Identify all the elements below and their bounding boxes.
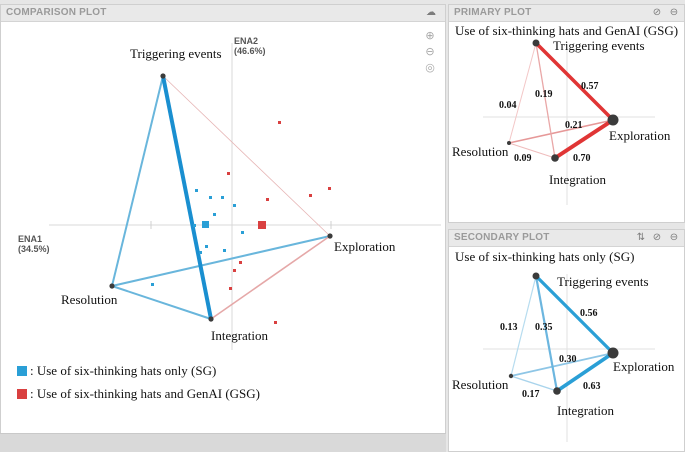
primary-edge-triggering-integration <box>535 42 556 159</box>
sg-centroid <box>202 221 209 228</box>
edge-gsg-triggering-exploration <box>162 75 331 237</box>
primary-weight-res-integ: 0.09 <box>514 153 532 164</box>
edge-sg-triggering-resolution <box>111 75 164 287</box>
secondary-network: Use of six-thinking hats only (SG) Trigg… <box>452 249 675 442</box>
legend-item-gsg: : Use of six-thinking hats and GenAI (GS… <box>17 386 260 402</box>
node-integration[interactable] <box>208 316 214 322</box>
minimize-icon[interactable]: ⊖ <box>669 7 679 18</box>
primary-plot-header: PRIMARY PLOT ⊘ ⊖ <box>449 5 684 22</box>
secondary-edge-integration-exploration <box>555 351 615 393</box>
primary-plot-panel: PRIMARY PLOT ⊘ ⊖ Use of six-thinking hat… <box>448 4 685 223</box>
primary-label-exploration: Exploration <box>609 128 671 143</box>
secondary-label-integration: Integration <box>557 403 615 418</box>
secondary-edge-triggering-resolution <box>510 275 537 377</box>
axis-y-name: ENA2 <box>234 36 258 46</box>
comparison-plot-title: COMPARISON PLOT <box>6 7 107 18</box>
secondary-label-exploration: Exploration <box>613 359 675 374</box>
axis-y-pct: (46.6%) <box>234 46 266 56</box>
secondary-label-triggering: Triggering events <box>557 274 649 289</box>
edge-sg-resolution-exploration <box>111 235 331 287</box>
primary-label-triggering: Triggering events <box>553 38 645 53</box>
primary-plot-title: PRIMARY PLOT <box>454 7 532 18</box>
node-exploration[interactable] <box>327 233 333 239</box>
secondary-node-integration[interactable] <box>553 387 561 395</box>
legend-item-sg: : Use of six-thinking hats only (SG) <box>17 363 216 379</box>
secondary-edge-resolution-exploration <box>510 352 614 377</box>
primary-weight-trig-expl: 0.57 <box>581 81 599 92</box>
primary-edge-triggering-resolution <box>508 42 537 144</box>
primary-weight-res-expl: 0.21 <box>565 120 583 131</box>
secondary-weight-integ-expl: 0.63 <box>583 381 601 392</box>
primary-group-label: Use of six-thinking hats and GenAI (GSG) <box>455 23 678 38</box>
primary-edge-triggering-exploration <box>534 41 615 122</box>
legend-label-gsg: : Use of six-thinking hats and GenAI (GS… <box>30 386 260 401</box>
legend-swatch-gsg <box>17 389 27 399</box>
comparison-plot-panel: COMPARISON PLOT ☁ ⊕ ⊖ ◎ <box>0 4 446 434</box>
primary-weight-integ-expl: 0.70 <box>573 153 591 164</box>
edge-sg-resolution-integration <box>111 285 212 320</box>
primary-node-triggering[interactable] <box>532 39 540 47</box>
primary-edge-resolution-exploration <box>508 119 614 144</box>
primary-label-resolution: Resolution <box>452 144 509 159</box>
secondary-label-resolution: Resolution <box>452 377 509 392</box>
secondary-weight-res-integ: 0.17 <box>522 389 540 400</box>
legend-swatch-sg <box>17 366 27 376</box>
x-axis-ticks <box>150 221 332 229</box>
sg-points <box>151 189 244 286</box>
comparison-footer-bar <box>0 433 446 452</box>
primary-edge-integration-exploration <box>553 118 615 160</box>
label-resolution: Resolution <box>61 292 118 307</box>
secondary-edge-triggering-exploration <box>534 274 615 355</box>
axis-x-pct: (34.5%) <box>18 244 50 254</box>
primary-node-resolution[interactable] <box>507 141 511 145</box>
recenter-icon[interactable]: ◎ <box>425 61 435 74</box>
secondary-plot-panel: SECONDARY PLOT ⇅ ⊘ ⊖ Use of six-thinking… <box>448 229 685 452</box>
secondary-weight-trig-integ: 0.35 <box>535 322 553 333</box>
primary-label-integration: Integration <box>549 172 607 187</box>
secondary-weight-trig-res: 0.13 <box>500 322 518 333</box>
edge-sg-triggering-integration <box>161 75 213 320</box>
visibility-icon[interactable]: ⊘ <box>652 7 662 18</box>
primary-node-exploration[interactable] <box>607 114 619 126</box>
secondary-node-exploration[interactable] <box>607 347 619 359</box>
node-resolution[interactable] <box>109 283 115 289</box>
secondary-weight-res-expl: 0.30 <box>559 354 577 365</box>
secondary-plot-header: SECONDARY PLOT ⇅ ⊘ ⊖ <box>449 230 684 247</box>
secondary-plot-title: SECONDARY PLOT <box>454 232 550 243</box>
comparison-network: Triggering events Exploration Resolution… <box>18 36 441 350</box>
visibility-icon[interactable]: ⊘ <box>652 232 662 243</box>
primary-weight-trig-res: 0.04 <box>499 100 517 111</box>
label-exploration: Exploration <box>334 239 396 254</box>
primary-edge-resolution-integration <box>508 142 556 159</box>
secondary-node-resolution[interactable] <box>508 373 514 379</box>
minimize-icon[interactable]: ⊖ <box>669 232 679 243</box>
secondary-node-triggering[interactable] <box>532 272 540 280</box>
primary-network: Use of six-thinking hats and GenAI (GSG)… <box>452 23 678 205</box>
label-integration: Integration <box>211 328 269 343</box>
primary-node-integration[interactable] <box>551 154 559 162</box>
axis-x-name: ENA1 <box>18 234 42 244</box>
secondary-weight-trig-expl: 0.56 <box>580 308 598 319</box>
gsg-centroid <box>258 221 266 229</box>
comparison-plot-header: COMPARISON PLOT ☁ <box>1 5 445 22</box>
secondary-edge-triggering-integration <box>534 275 559 392</box>
zoom-out-icon[interactable]: ⊖ <box>425 45 435 58</box>
node-triggering-events[interactable] <box>160 73 166 79</box>
zoom-in-icon[interactable]: ⊕ <box>425 29 435 42</box>
secondary-edge-resolution-integration <box>510 375 558 392</box>
sort-icon[interactable]: ⇅ <box>636 232 646 243</box>
legend-label-sg: : Use of six-thinking hats only (SG) <box>30 363 217 378</box>
network-nodes <box>109 73 333 322</box>
edge-sg-integration-exploration <box>210 235 331 320</box>
secondary-group-label: Use of six-thinking hats only (SG) <box>455 249 634 264</box>
label-triggering-events: Triggering events <box>130 46 222 61</box>
primary-weight-trig-integ: 0.19 <box>535 89 553 100</box>
gsg-points <box>227 121 331 324</box>
cloud-download-icon[interactable]: ☁ <box>426 7 436 18</box>
